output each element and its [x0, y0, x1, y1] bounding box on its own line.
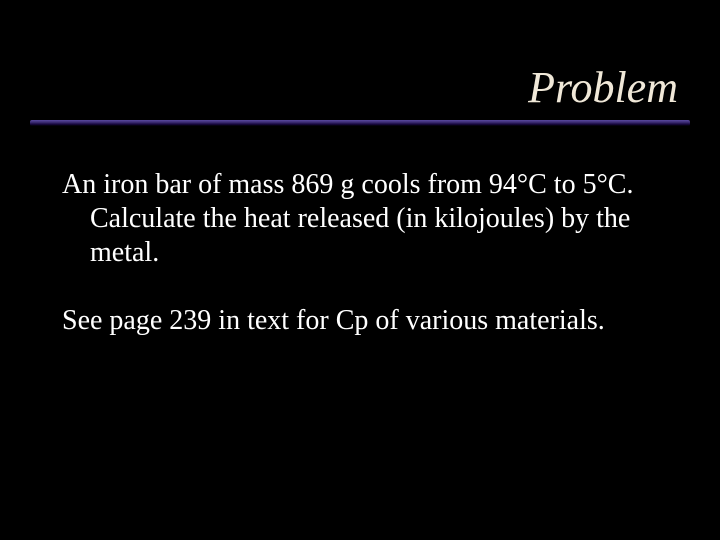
title-underline — [30, 120, 690, 126]
slide-title: Problem — [528, 62, 678, 113]
paragraph-2: See page 239 in text for Cp of various m… — [62, 304, 672, 338]
slide: { "title": "Problem", "paragraphs": [ "A… — [0, 0, 720, 540]
slide-body: An iron bar of mass 869 g cools from 94°… — [62, 168, 672, 373]
paragraph-1: An iron bar of mass 869 g cools from 94°… — [62, 168, 672, 270]
